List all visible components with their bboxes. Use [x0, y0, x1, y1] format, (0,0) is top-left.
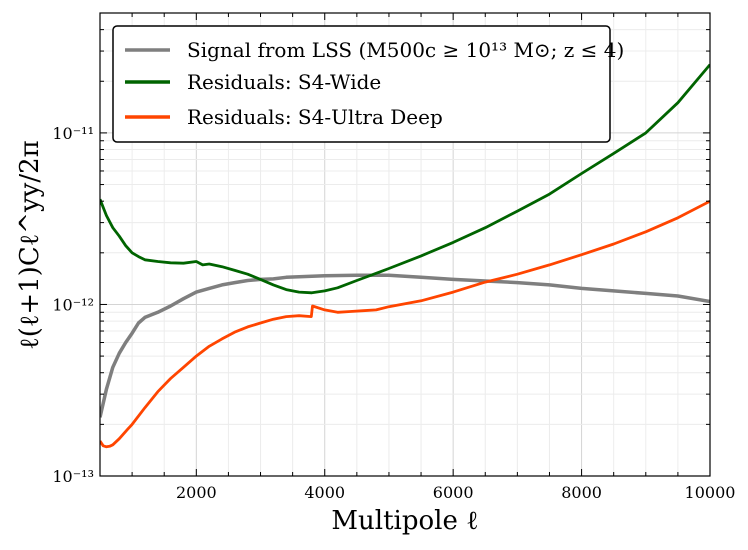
- series-line-1: [100, 63, 710, 295]
- plot-frame: [99, 12, 711, 477]
- legend: Signal from LSS (M500c ≥ 10¹³ M⊙; z ≤ 4)…: [112, 25, 624, 143]
- y-tick-label: 10⁻¹³: [52, 467, 94, 486]
- legend-box: [112, 25, 611, 143]
- x-tick-label: 10000: [685, 483, 736, 502]
- y-axis-label: ℓ(ℓ+1)Cℓ^yy/2π: [15, 140, 45, 349]
- x-tick-label: 6000: [433, 483, 474, 502]
- y-tick-label: 10⁻¹¹: [52, 124, 94, 143]
- series-layer: [100, 63, 710, 449]
- legend-label-s4-ultra-deep: Residuals: S4-Ultra Deep: [187, 105, 443, 129]
- x-tick-label: 4000: [304, 483, 345, 502]
- legend-label-signal: Signal from LSS (M500c ≥ 10¹³ M⊙; z ≤ 4): [187, 38, 624, 62]
- ticks: [99, 12, 711, 477]
- y-tick-label: 10⁻¹²: [52, 295, 94, 314]
- series-line-2: [100, 199, 710, 449]
- x-tick-label: 2000: [176, 483, 217, 502]
- tick-labels: 2000 4000 6000 8000 10000 10⁻¹³ 10⁻¹² 10⁻¹¹: [52, 124, 735, 502]
- x-tick-label: 8000: [561, 483, 602, 502]
- legend-label-s4-wide: Residuals: S4-Wide: [187, 70, 381, 94]
- x-axis-label: Multipole ℓ: [331, 506, 478, 536]
- series-line-0: [100, 273, 710, 418]
